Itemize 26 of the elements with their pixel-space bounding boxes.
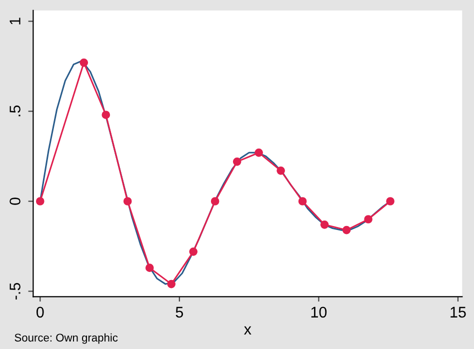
x-tick-label: 10 [311, 306, 327, 318]
y-tick-label: -.5 [10, 282, 20, 300]
point [210, 197, 220, 206]
point [276, 166, 285, 175]
source-note: Source: Own graphic [14, 333, 118, 344]
point [298, 197, 307, 206]
x-axis-title: x [244, 326, 252, 334]
point [36, 197, 44, 206]
point [364, 215, 372, 224]
x-tick-label: 0 [36, 306, 44, 318]
point [232, 157, 242, 166]
x-tick-label: 15 [450, 306, 466, 318]
y-tick-label: 1 [10, 18, 20, 24]
y-tick-label: 0 [10, 198, 20, 205]
point [145, 264, 154, 272]
point [123, 197, 132, 206]
point [189, 247, 198, 256]
y-tick-label: .5 [10, 106, 20, 116]
point [386, 197, 394, 206]
point [254, 148, 263, 157]
point [342, 226, 351, 234]
point [320, 220, 329, 229]
x-tick-label: 5 [176, 306, 184, 318]
point [80, 58, 88, 67]
point [167, 280, 176, 288]
point [102, 110, 110, 120]
